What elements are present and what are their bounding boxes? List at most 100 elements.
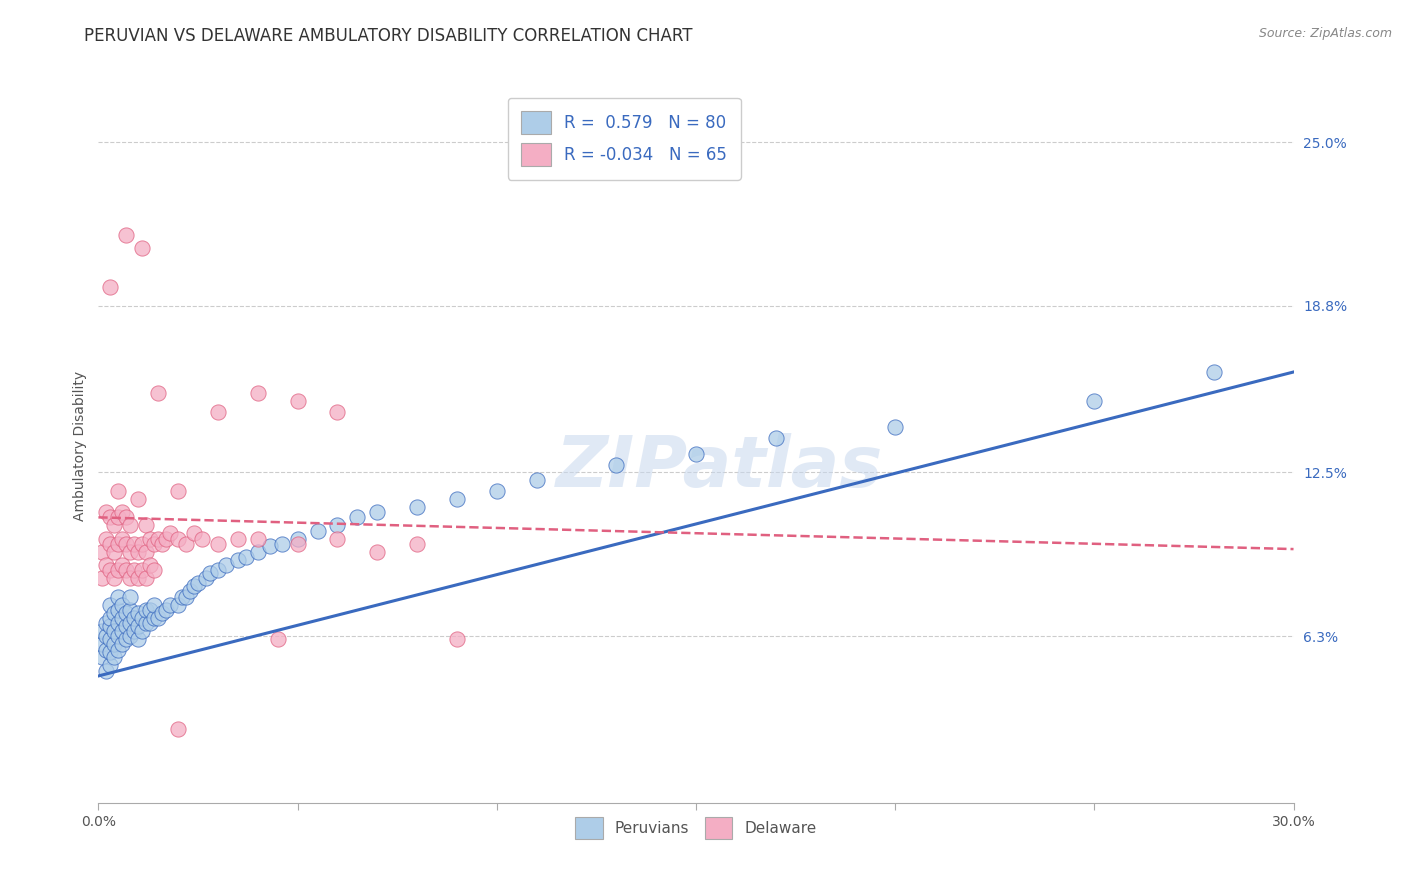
Point — [103, 606, 125, 620]
Point — [91, 545, 114, 559]
Point — [198, 566, 221, 580]
Point — [131, 241, 153, 255]
Point — [159, 526, 181, 541]
Point — [115, 537, 138, 551]
Point — [120, 616, 142, 631]
Point — [131, 624, 153, 638]
Point — [172, 590, 194, 604]
Point — [174, 537, 197, 551]
Point — [1202, 365, 1225, 379]
Point — [131, 563, 153, 577]
Point — [98, 537, 122, 551]
Point — [765, 431, 787, 445]
Text: Source: ZipAtlas.com: Source: ZipAtlas.com — [1258, 27, 1392, 40]
Point — [167, 532, 190, 546]
Point — [98, 618, 122, 632]
Point — [124, 611, 146, 625]
Point — [183, 579, 205, 593]
Point — [96, 505, 118, 519]
Point — [207, 537, 229, 551]
Legend: Peruvians, Delaware: Peruvians, Delaware — [569, 811, 823, 845]
Point — [111, 637, 134, 651]
Point — [143, 563, 166, 577]
Point — [159, 598, 181, 612]
Point — [91, 571, 114, 585]
Point — [98, 510, 122, 524]
Point — [326, 518, 349, 533]
Point — [96, 616, 118, 631]
Point — [167, 483, 190, 498]
Point — [246, 532, 269, 546]
Point — [307, 524, 329, 538]
Point — [139, 603, 162, 617]
Point — [111, 611, 134, 625]
Point — [96, 629, 118, 643]
Point — [124, 563, 146, 577]
Point — [111, 505, 134, 519]
Point — [98, 598, 122, 612]
Point — [485, 483, 508, 498]
Point — [155, 603, 177, 617]
Point — [1083, 394, 1105, 409]
Point — [111, 532, 134, 546]
Point — [107, 590, 129, 604]
Point — [135, 616, 157, 631]
Point — [107, 616, 129, 631]
Point — [143, 611, 166, 625]
Point — [139, 616, 162, 631]
Text: ZIPatlas: ZIPatlas — [557, 433, 883, 502]
Point — [120, 603, 142, 617]
Point — [366, 505, 388, 519]
Point — [96, 558, 118, 572]
Point — [406, 537, 429, 551]
Point — [98, 658, 122, 673]
Point — [96, 642, 118, 657]
Point — [406, 500, 429, 514]
Point — [187, 576, 209, 591]
Point — [127, 618, 149, 632]
Text: PERUVIAN VS DELAWARE AMBULATORY DISABILITY CORRELATION CHART: PERUVIAN VS DELAWARE AMBULATORY DISABILI… — [84, 27, 693, 45]
Point — [131, 611, 153, 625]
Point — [98, 632, 122, 646]
Point — [103, 637, 125, 651]
Point — [115, 563, 138, 577]
Point — [96, 532, 118, 546]
Point — [120, 545, 142, 559]
Point — [91, 637, 114, 651]
Point — [115, 632, 138, 646]
Point — [107, 563, 129, 577]
Point — [195, 571, 218, 585]
Point — [111, 598, 134, 612]
Point — [127, 491, 149, 506]
Point — [127, 545, 149, 559]
Point — [124, 537, 146, 551]
Y-axis label: Ambulatory Disability: Ambulatory Disability — [73, 371, 87, 521]
Point — [167, 722, 190, 736]
Point — [103, 650, 125, 665]
Point — [98, 563, 122, 577]
Point — [135, 518, 157, 533]
Point — [259, 540, 281, 554]
Point — [270, 537, 292, 551]
Point — [207, 404, 229, 418]
Point — [150, 606, 173, 620]
Point — [91, 624, 114, 638]
Point — [103, 624, 125, 638]
Point — [127, 632, 149, 646]
Point — [148, 611, 170, 625]
Point — [107, 537, 129, 551]
Point — [183, 526, 205, 541]
Point — [107, 629, 129, 643]
Point — [103, 545, 125, 559]
Point — [287, 537, 309, 551]
Point — [326, 532, 349, 546]
Point — [446, 491, 468, 506]
Point — [148, 386, 170, 401]
Point — [215, 558, 238, 572]
Point — [120, 518, 142, 533]
Point — [120, 571, 142, 585]
Point — [103, 571, 125, 585]
Point — [287, 394, 309, 409]
Point — [605, 458, 627, 472]
Point — [131, 537, 153, 551]
